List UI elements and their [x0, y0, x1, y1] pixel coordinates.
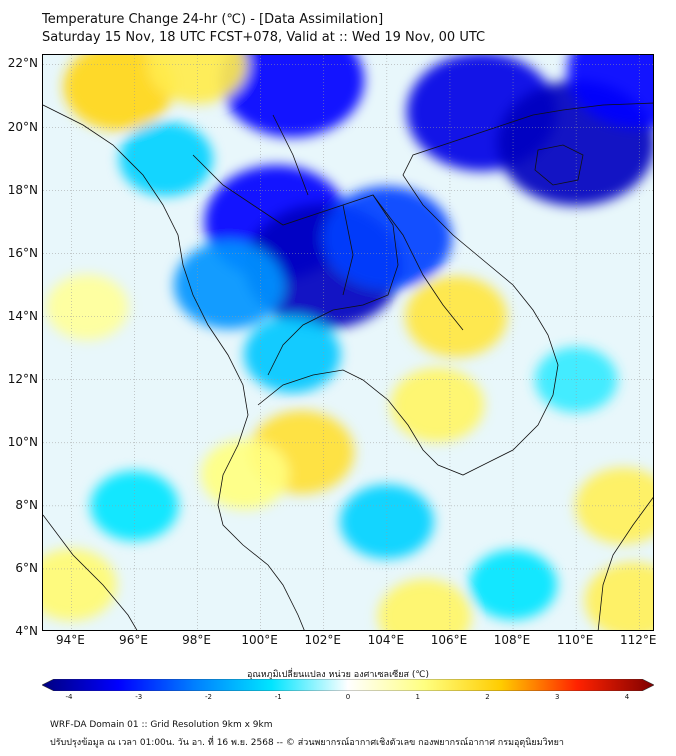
temperature-anomaly-region: [575, 467, 653, 545]
colorbar-tick-label: 1: [415, 693, 420, 701]
colorbar-tick-label: -3: [135, 693, 143, 701]
temperature-anomaly-region: [200, 439, 289, 510]
latitude-label: 22°N: [7, 56, 38, 71]
latitude-label: 16°N: [7, 245, 38, 260]
thailand-border: [192, 154, 399, 376]
temperature-anomaly-region: [244, 316, 341, 393]
latitude-label: 10°N: [7, 434, 38, 449]
temperature-anomaly-region: [43, 548, 117, 621]
sumatra-coast: [43, 514, 138, 630]
colorbar-gradient: [42, 679, 654, 691]
map-subtitle: Saturday 15 Nov, 18 UTC FCST+078, Valid …: [42, 30, 486, 45]
longitude-label: 112°E: [619, 633, 657, 647]
temperature-anomaly-region: [405, 276, 508, 358]
latitude-label: 12°N: [7, 371, 38, 386]
map-title: Temperature Change 24-hr (℃) - [Data Ass…: [42, 12, 384, 27]
colorbar: [42, 679, 654, 691]
latitude-label: 4°N: [15, 624, 38, 638]
temperature-anomaly-region: [321, 186, 452, 290]
latitude-label: 8°N: [15, 497, 38, 512]
temperature-anomaly-region: [45, 274, 129, 341]
colorbar-tick-label: -2: [205, 693, 212, 701]
borneo-coast: [597, 497, 653, 630]
longitude-label: 110°E: [556, 633, 594, 647]
colorbar-tick-label: 0: [345, 693, 351, 701]
longitude-label: 98°E: [182, 633, 211, 647]
map-panel[interactable]: [42, 54, 654, 631]
longitude-label: 102°E: [304, 633, 342, 647]
hainan-island: [534, 144, 584, 186]
temperature-anomaly-region: [390, 367, 485, 443]
temperature-anomaly-region: [119, 121, 213, 197]
colorbar-tick-label: -4: [65, 693, 73, 701]
latitude-label: 6°N: [15, 560, 38, 575]
longitude-label: 100°E: [241, 633, 278, 647]
inland-borders: [272, 114, 464, 331]
longitude-label: 108°E: [493, 633, 531, 647]
footer-model-info: WRF-DA Domain 01 :: Grid Resolution 9km …: [50, 720, 273, 730]
coastlines-and-borders: [43, 102, 653, 630]
colorbar-tick-label: 3: [555, 693, 560, 701]
temperature-anomaly-region: [469, 549, 558, 620]
footer-credit: ปรับปรุงข้อมูล ณ เวลา 01:00น. วัน อา. ที…: [50, 738, 564, 748]
indochina-coastline: [43, 104, 305, 630]
colorbar-tick-label: -1: [274, 693, 282, 701]
colorbar-title: อุณหภูมิเปลี่ยนแปลง หน่วย องศาเซลเซียส (…: [246, 670, 430, 680]
colorbar-tick-label: 4: [624, 693, 630, 701]
longitude-label: 96°E: [119, 633, 148, 647]
longitude-label: 104°E: [367, 633, 405, 647]
temperature-anomaly-region: [173, 241, 285, 329]
latitude-label: 18°N: [7, 182, 38, 197]
latitude-label: 20°N: [7, 119, 38, 134]
temperature-field-layer: [43, 55, 653, 630]
gulf-of-thailand-coast: [257, 102, 653, 476]
temperature-anomaly-region: [63, 55, 174, 131]
latitude-label: 14°N: [7, 308, 38, 323]
longitude-label: 106°E: [430, 633, 468, 647]
temperature-anomaly-region: [340, 484, 434, 559]
colorbar-tick-label: 2: [485, 693, 490, 701]
temperature-anomaly-region: [220, 55, 365, 138]
temperature-anomaly-region: [377, 579, 472, 630]
graticule: [43, 55, 653, 630]
temperature-field-map[interactable]: [43, 55, 654, 631]
temperature-anomaly-region: [567, 55, 653, 128]
temperature-anomaly-region: [584, 562, 653, 630]
longitude-label: 94°E: [55, 633, 85, 647]
